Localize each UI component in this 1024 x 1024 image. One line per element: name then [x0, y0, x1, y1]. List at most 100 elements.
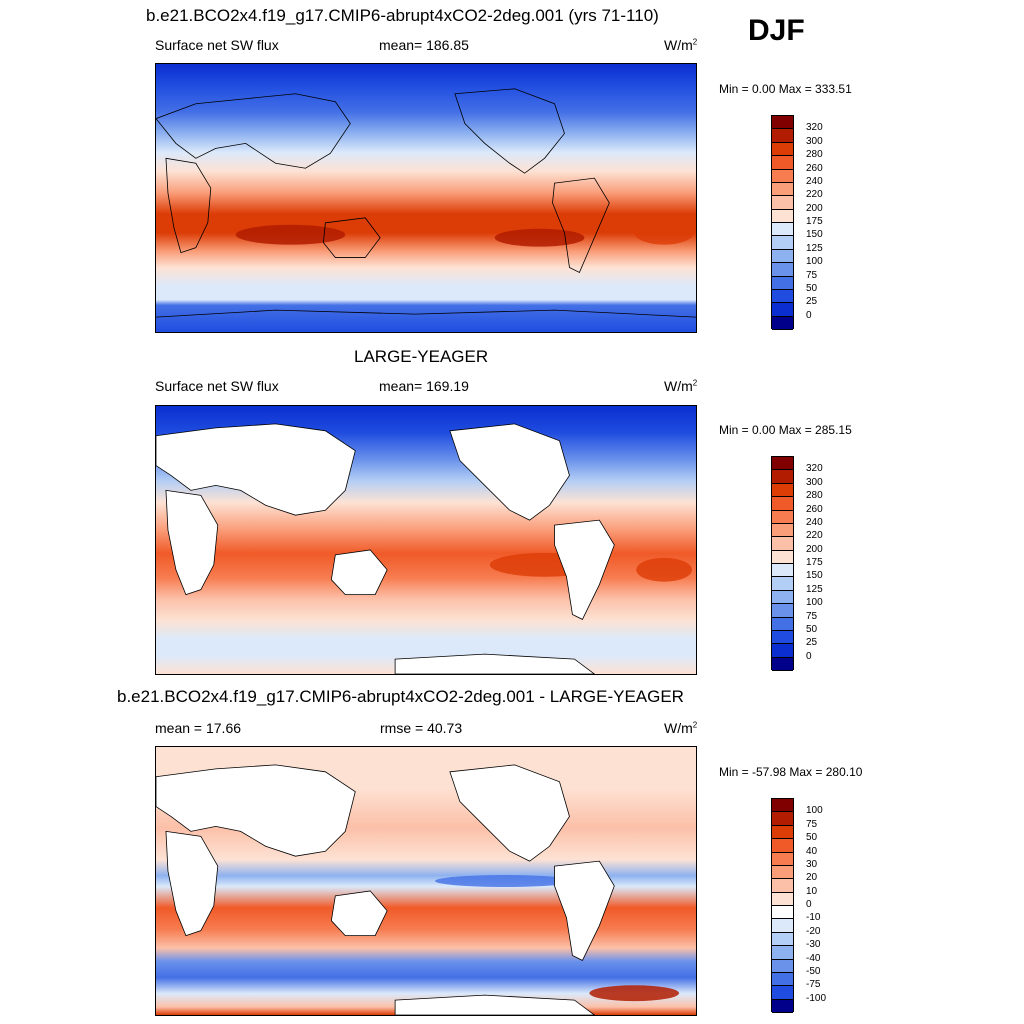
panel1-field — [156, 64, 696, 332]
panel3-colorbar-segment — [772, 892, 793, 906]
panel2-colorbar-segment — [772, 577, 793, 591]
panel2-mean-label: mean= 169.19 — [379, 378, 469, 394]
panel2-colorbar-segment — [772, 457, 793, 471]
panel1-colorbar-segment — [772, 209, 793, 223]
panel2-land — [156, 423, 615, 674]
panel3-colorbar-tick-label: -20 — [806, 925, 821, 937]
panel2-title: LARGE-YEAGER — [354, 347, 489, 366]
panel1-colorbar-segment — [772, 223, 793, 237]
panel3-land — [156, 764, 615, 1015]
panel1-colorbar-segment — [772, 129, 793, 143]
panel3-colorbar-tick-label: -50 — [806, 965, 821, 977]
panel3-units-base: W/m — [664, 720, 693, 736]
panel2-colorbar-segment — [772, 510, 793, 524]
panel1-colorbar-segment — [772, 289, 793, 304]
panel1-max-south-atlantic — [634, 220, 695, 245]
panel2-colorbar-tick-label: 220 — [806, 530, 823, 542]
panel3-colorbar-segment — [772, 959, 793, 973]
panel3-colorbar-segment — [772, 865, 793, 880]
panel1-coastlines — [156, 88, 696, 318]
panel1-units: W/m2 — [664, 37, 697, 53]
panel1-colorbar-tick-label: 50 — [806, 282, 818, 294]
panel3-max-antarctic-coast — [589, 985, 680, 1002]
panel3-colorbar-segment — [772, 839, 793, 853]
panel3-colorbar-tick-label: 40 — [806, 845, 818, 857]
panel1-colorbar-segment — [772, 316, 793, 330]
panel2-colorbar-segment — [772, 470, 793, 484]
panel1-colorbar-tick-label: 260 — [806, 162, 823, 174]
panel2-colorbar-segment — [772, 617, 793, 631]
panel2-colorbar-segment — [772, 564, 793, 578]
panel1-colorbar-segment — [772, 116, 793, 130]
panel3-minmax: Min = -57.98 Max = 280.10 — [719, 765, 863, 779]
panel2-map — [155, 405, 697, 675]
panel3-colorbar-tick-label: 75 — [806, 818, 818, 830]
panel2-map-svg — [156, 406, 696, 674]
panel3-colorbar-segment — [772, 932, 793, 947]
panel3-map-svg — [156, 747, 696, 1015]
panel3-map — [155, 746, 697, 1016]
panel3-colorbar-segment — [772, 879, 793, 893]
panel2-colorbar-segment — [772, 483, 793, 498]
panel1-max-indian-ocean — [235, 224, 346, 245]
panel1-colorbar-tick-label: 75 — [806, 269, 818, 281]
panel2-units-base: W/m — [664, 378, 693, 394]
panel1-colorbar-segment — [772, 196, 793, 210]
panel3-colorbar-segment — [772, 999, 793, 1013]
season-label: DJF — [748, 14, 805, 47]
panel2-variable-label: Surface net SW flux — [155, 378, 279, 394]
panel2-colorbar-tick-label: 0 — [806, 650, 812, 662]
panel3-colorbar-segment — [772, 812, 793, 826]
panel3-colorbar-segment — [772, 972, 793, 987]
panel1-colorbar-segment — [772, 236, 793, 250]
panel3-colorbar-tick-label: -40 — [806, 952, 821, 964]
panel2-colorbar-segment — [772, 657, 793, 671]
panel2-colorbar-segment — [772, 523, 793, 538]
panel2-colorbar-tick-label: 175 — [806, 557, 823, 568]
panel1-units-exp: 2 — [692, 37, 698, 47]
panel3-colorbar-segment — [772, 799, 793, 813]
panel2-colorbar-segment — [772, 497, 793, 511]
panel2-colorbar-segment — [772, 644, 793, 658]
panel2-colorbar-tick-label: 200 — [806, 543, 823, 555]
panel3-colorbar-tick-label: 100 — [806, 805, 823, 817]
panel2-max-south-atlantic — [636, 557, 693, 582]
panel2-colorbar-tick-label: 240 — [806, 516, 823, 528]
panel1-colorbar-tick-label: 100 — [806, 256, 823, 268]
panel1-map-svg — [156, 64, 696, 332]
panel2-colorbar-tick-label: 150 — [806, 570, 823, 582]
panel2-colorbar-tick-label: 280 — [806, 490, 823, 502]
panel3-units: W/m2 — [664, 720, 697, 736]
panel1-minmax: Min = 0.00 Max = 333.51 — [719, 82, 852, 96]
panel2-colorbar-segment — [772, 537, 793, 551]
panel3-colorbar-tick-label: 0 — [806, 899, 812, 910]
panel1-colorbar-segment — [772, 263, 793, 277]
panel1-units-base: W/m — [664, 37, 693, 53]
panel3-units-exp: 2 — [692, 720, 698, 730]
panel1-colorbar — [771, 115, 794, 330]
panel3-colorbar-tick-label: 30 — [806, 858, 818, 870]
panel1-map — [155, 63, 697, 333]
panel3-colorbar-segment — [772, 946, 793, 960]
panel1-colorbar-tick-label: 240 — [806, 175, 823, 187]
panel1-mean-label: mean= 186.85 — [379, 37, 469, 53]
panel2-colorbar-tick-label: 100 — [806, 597, 823, 609]
panel3-title: b.e21.BCO2x4.f19_g17.CMIP6-abrupt4xCO2-2… — [117, 687, 684, 706]
panel1-colorbar-segment — [772, 169, 793, 183]
panel3-colorbar-tick-label: -30 — [806, 939, 821, 951]
panel2-minmax: Min = 0.00 Max = 285.15 — [719, 423, 852, 437]
panel2-colorbar-segment — [772, 590, 793, 605]
panel1-colorbar-tick-label: 175 — [806, 216, 823, 227]
panel1-colorbar-segment — [772, 276, 793, 290]
panel1-colorbar-tick-label: 200 — [806, 202, 823, 214]
panel3-colorbar-tick-label: 10 — [806, 885, 818, 897]
panel1-colorbar-tick-label: 150 — [806, 229, 823, 241]
panel3-colorbar-tick-label: 50 — [806, 832, 818, 844]
panel1-title: b.e21.BCO2x4.f19_g17.CMIP6-abrupt4xCO2-2… — [146, 6, 659, 25]
panel3-colorbar-segment — [772, 825, 793, 840]
panel2-colorbar-tick-label: 320 — [806, 463, 823, 475]
panel1-colorbar-tick-label: 25 — [806, 296, 818, 308]
panel2-colorbar-tick-label: 260 — [806, 503, 823, 515]
panel3-colorbar-segment — [772, 906, 793, 920]
panel3-colorbar — [771, 798, 794, 1013]
